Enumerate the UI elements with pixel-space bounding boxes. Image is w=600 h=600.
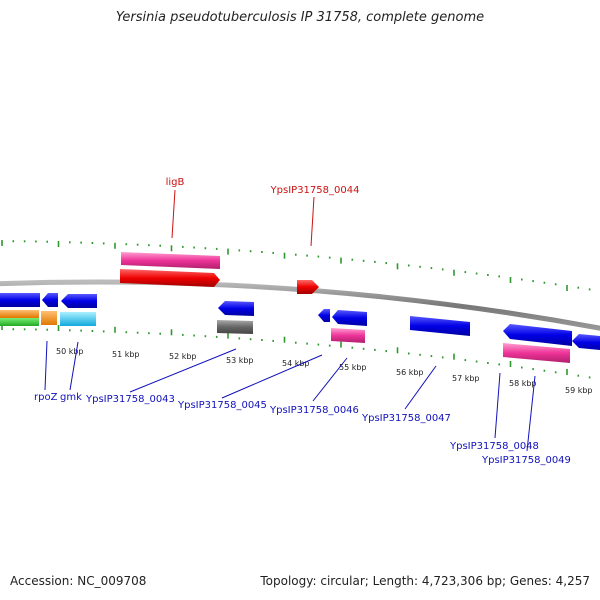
forward-labels: ligB YpsIP31758_0044 — [166, 177, 360, 247]
scale-label: 57 kbp — [452, 374, 480, 383]
gene-YpsIP31758_0046[interactable] — [332, 310, 367, 326]
gene-YpsIP31758_0045[interactable] — [318, 309, 330, 322]
reverse-labels: rpoZ gmk YpsIP31758_0043 YpsIP31758_0045… — [34, 340, 571, 466]
gene-YpsIP31758_0047[interactable] — [410, 316, 470, 336]
label-rpoZ[interactable]: rpoZ — [34, 392, 58, 403]
scale-label: 54 kbp — [282, 359, 310, 368]
gene-rpoZ[interactable] — [42, 293, 58, 307]
label-ligB[interactable]: ligB — [166, 177, 185, 188]
scale-label: 59 kbp — [565, 386, 593, 395]
scale-labels: 50 kbp 51 kbp 52 kbp 53 kbp 54 kbp 55 kb… — [56, 347, 593, 395]
gene-left-partial-feature-green[interactable] — [0, 318, 39, 326]
scale-label: 50 kbp — [56, 347, 84, 356]
gene-rpoZ-feature[interactable] — [41, 311, 57, 325]
connector-YpsIP31758_0044 — [310, 196, 315, 247]
upper-tick-track — [1, 240, 591, 291]
gene-ligB[interactable] — [120, 269, 220, 287]
gene-YpsIP31758_0048[interactable] — [503, 324, 572, 346]
scale-label: 52 kbp — [169, 352, 197, 361]
gene-YpsIP31758_0048-feature[interactable] — [503, 343, 570, 363]
label-YpsIP31758_0043[interactable]: YpsIP31758_0043 — [85, 394, 175, 405]
gene-YpsIP31758_0043[interactable] — [218, 301, 254, 316]
connector-gmk — [69, 341, 79, 391]
connector-YpsIP31758_0047 — [404, 365, 437, 410]
connector-YpsIP31758_0043 — [129, 348, 237, 393]
label-YpsIP31758_0048[interactable]: YpsIP31758_0048 — [449, 441, 539, 452]
connector-YpsIP31758_0048 — [494, 372, 501, 439]
scale-label: 55 kbp — [339, 363, 367, 372]
gene-ligB-feature[interactable] — [121, 252, 220, 269]
gene-gmk-feature[interactable] — [60, 312, 96, 326]
genome-title: Yersinia pseudotuberculosis IP 31758, co… — [115, 10, 485, 25]
scale-label: 51 kbp — [112, 350, 140, 359]
connector-rpoZ — [44, 340, 48, 391]
scale-label: 56 kbp — [396, 368, 424, 377]
label-YpsIP31758_0049[interactable]: YpsIP31758_0049 — [481, 455, 571, 466]
gene-left-partial-feature-orange[interactable] — [0, 310, 39, 318]
reverse-gene-track — [0, 293, 600, 363]
gene-YpsIP31758_0046-feature[interactable] — [331, 328, 365, 343]
gene-YpsIP31758_0044[interactable] — [297, 280, 319, 294]
gene-YpsIP31758_0043-feature[interactable] — [217, 320, 253, 334]
scale-label: 53 kbp — [226, 356, 254, 365]
label-YpsIP31758_0046[interactable]: YpsIP31758_0046 — [269, 405, 359, 416]
forward-gene-track — [120, 252, 319, 294]
label-YpsIP31758_0047[interactable]: YpsIP31758_0047 — [361, 413, 451, 424]
connector-YpsIP31758_0049 — [526, 375, 536, 452]
lower-tick-track — [1, 324, 591, 379]
connector-YpsIP31758_0045 — [221, 354, 323, 399]
gene-gmk[interactable] — [61, 294, 97, 308]
connector-ligB — [171, 189, 176, 239]
label-YpsIP31758_0045[interactable]: YpsIP31758_0045 — [177, 400, 267, 411]
scale-label: 58 kbp — [509, 379, 537, 388]
label-YpsIP31758_0044[interactable]: YpsIP31758_0044 — [270, 185, 360, 196]
genome-stats-text: Topology: circular; Length: 4,723,306 bp… — [260, 574, 590, 588]
gene-YpsIP31758_0049[interactable] — [572, 334, 600, 351]
gene-left-partial[interactable] — [0, 293, 40, 307]
accession-text: Accession: NC_009708 — [10, 574, 147, 588]
connector-YpsIP31758_0046 — [312, 357, 348, 402]
label-gmk[interactable]: gmk — [60, 392, 82, 403]
